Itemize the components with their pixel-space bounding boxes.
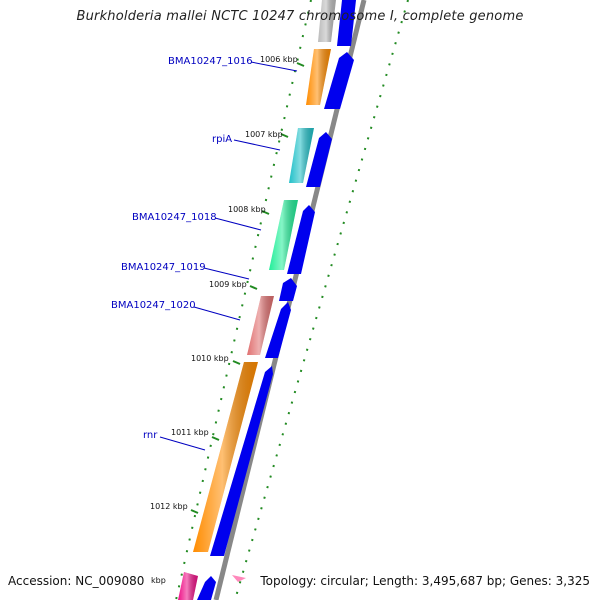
kbp-tick-label: 1010 kbp — [191, 354, 229, 363]
strand-direction-arrow — [337, 0, 356, 46]
kbp-tick-label: 1009 kbp — [209, 280, 247, 289]
gene-block-shading — [178, 572, 198, 600]
kbp-tick-mark — [296, 62, 305, 67]
gene-label[interactable]: rnr — [143, 430, 158, 441]
accession-text: Accession: NC_009080 — [8, 574, 145, 588]
kbp-tick-label: 1012 kbp — [150, 502, 188, 511]
gene-label[interactable]: BMA10247_1018 — [132, 212, 217, 223]
gene-block-shading — [193, 362, 258, 552]
strand-direction-arrow — [265, 302, 291, 358]
strand-direction-arrow — [197, 576, 216, 600]
gene-block-shading — [247, 296, 274, 355]
gene-labels-layer: BMA10247_1016 rpiA BMA10247_1018 BMA10247_1… — [111, 56, 298, 451]
strand-direction-arrow — [306, 132, 332, 187]
feature-marker — [232, 575, 246, 582]
gene-block-shading — [318, 0, 336, 42]
genes-layer — [178, 0, 356, 600]
label-leader-line — [203, 267, 250, 280]
strand-direction-arrow — [287, 205, 315, 274]
strand-direction-arrow — [324, 52, 354, 109]
kbp-tick-mark — [232, 360, 241, 365]
kbp-tick-label: kbp — [151, 576, 166, 585]
gene-block-shading — [269, 200, 298, 270]
kbp-tick-mark — [280, 133, 289, 138]
gene-label[interactable]: BMA10247_1019 — [121, 262, 206, 273]
kbp-tick-label: 1008 kbp — [228, 205, 266, 214]
map-title: Burkholderia mallei NCTC 10247 chromosom… — [76, 9, 524, 24]
kbp-tick-label: 1011 kbp — [171, 428, 209, 437]
kbp-tick-mark — [261, 210, 270, 215]
kbp-tick-label: 1006 kbp — [260, 55, 298, 64]
label-leader-line — [250, 61, 298, 72]
label-leader-line — [233, 139, 281, 151]
label-leader-line — [159, 436, 206, 451]
kbp-tick-label: 1007 kbp — [245, 130, 283, 139]
kbp-tick-mark — [249, 285, 258, 290]
gene-label[interactable]: BMA10247_1020 — [111, 300, 196, 311]
gene-block-shading — [289, 128, 314, 183]
gene-label[interactable]: rpiA — [212, 134, 232, 145]
label-leader-line — [193, 306, 241, 321]
gene-label[interactable]: BMA10247_1016 — [168, 56, 253, 67]
strand-direction-arrow — [210, 366, 273, 556]
kbp-tick-mark — [211, 436, 220, 441]
ticks-layer: 1006 kbp 1007 kbp 1008 kbp 1009 kbp 1010 kbp… — [150, 55, 305, 585]
kbp-tick-mark — [190, 509, 199, 514]
strand-direction-arrow — [279, 278, 297, 301]
topology-text: Topology: circular; Length: 3,495,687 bp… — [260, 574, 590, 588]
label-leader-line — [214, 217, 262, 231]
gene-block-shading — [306, 49, 331, 105]
